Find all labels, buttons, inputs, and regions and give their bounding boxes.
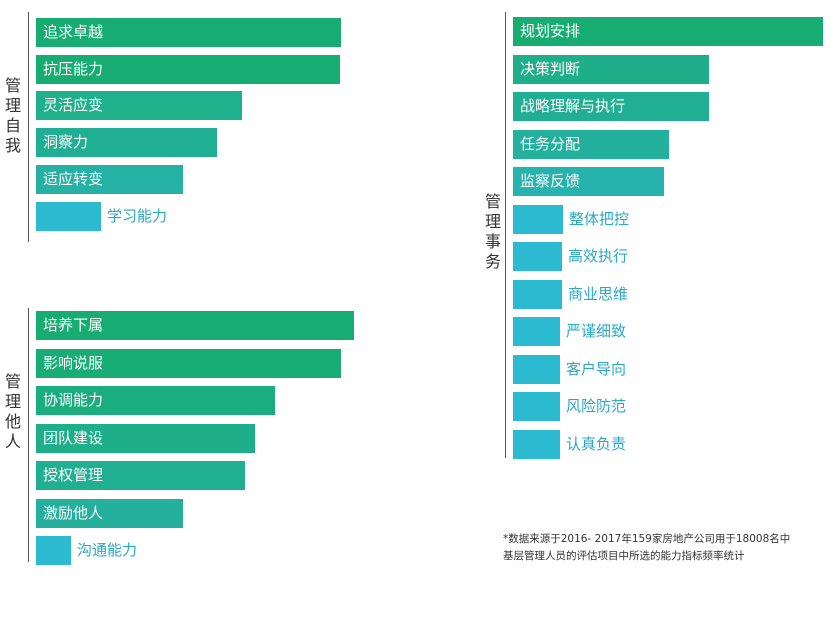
bar-0-5 xyxy=(36,202,101,231)
bar-1-4 xyxy=(36,461,245,490)
bar-label-0-4: 适应转变 xyxy=(43,170,104,188)
group-label-manage-others: 管理他人 xyxy=(4,372,22,452)
bar-0-2 xyxy=(36,91,242,120)
bar-2-0 xyxy=(513,17,823,46)
bar-label-2-2: 战略理解与执行 xyxy=(520,97,626,115)
bar-2-2 xyxy=(513,92,709,121)
bar-label-0-2: 灵活应变 xyxy=(43,96,104,114)
bar-2-8 xyxy=(513,317,560,346)
bar-2-4 xyxy=(513,167,664,196)
bar-0-4 xyxy=(36,165,183,194)
group-label-manage-affairs: 管理事务 xyxy=(484,192,502,272)
bar-label-2-9: 客户导向 xyxy=(566,360,627,378)
bar-1-3 xyxy=(36,424,255,453)
bar-label-1-3: 团队建设 xyxy=(43,429,104,447)
bar-2-5 xyxy=(513,205,563,234)
bar-label-2-11: 认真负责 xyxy=(566,435,627,453)
bar-label-1-1: 影响说服 xyxy=(43,354,104,372)
bar-1-1 xyxy=(36,349,341,378)
bar-label-1-5: 激励他人 xyxy=(43,504,104,522)
bar-label-0-1: 抗压能力 xyxy=(43,60,104,78)
bar-label-2-4: 监察反馈 xyxy=(520,172,581,190)
bar-label-2-0: 规划安排 xyxy=(520,22,581,40)
bar-2-11 xyxy=(513,430,560,459)
axis-line-manage-affairs xyxy=(505,12,506,458)
bar-label-1-0: 培养下属 xyxy=(43,316,104,334)
bar-2-6 xyxy=(513,242,562,271)
bar-1-6 xyxy=(36,536,71,565)
group-label-manage-self: 管理自我 xyxy=(4,76,22,156)
bar-label-0-3: 洞察力 xyxy=(43,133,89,151)
bar-label-2-1: 决策判断 xyxy=(520,60,581,78)
bar-label-2-3: 任务分配 xyxy=(520,135,581,153)
bar-label-2-8: 严谨细致 xyxy=(566,322,627,340)
bar-2-7 xyxy=(513,280,562,309)
bar-2-1 xyxy=(513,55,709,84)
bar-label-2-10: 风险防范 xyxy=(566,397,627,415)
footnote-line-1: *数据来源于2016- 2017年159家房地产公司用于18008名中 xyxy=(503,533,791,545)
bar-label-0-0: 追求卓越 xyxy=(43,23,104,41)
bar-0-3 xyxy=(36,128,217,157)
footnote: *数据来源于2016- 2017年159家房地产公司用于18008名中 基层管理… xyxy=(503,531,838,565)
bar-2-10 xyxy=(513,392,560,421)
bar-label-1-6: 沟通能力 xyxy=(77,541,138,559)
bar-2-3 xyxy=(513,130,669,159)
bar-1-5 xyxy=(36,499,183,528)
bar-2-9 xyxy=(513,355,560,384)
bar-1-2 xyxy=(36,386,275,415)
bar-0-1 xyxy=(36,55,340,84)
bar-label-1-4: 授权管理 xyxy=(43,466,104,484)
axis-line-manage-others xyxy=(28,308,29,562)
bar-label-2-6: 高效执行 xyxy=(568,247,629,265)
axis-line-manage-self xyxy=(28,12,29,242)
bar-0-0 xyxy=(36,18,341,47)
bar-label-2-5: 整体把控 xyxy=(569,210,630,228)
bar-label-0-5: 学习能力 xyxy=(107,207,168,225)
bar-label-2-7: 商业思维 xyxy=(568,285,629,303)
bar-label-1-2: 协调能力 xyxy=(43,391,104,409)
bar-1-0 xyxy=(36,311,354,340)
footnote-line-2: 基层管理人员的评估项目中所选的能力指标频率统计 xyxy=(503,550,745,562)
